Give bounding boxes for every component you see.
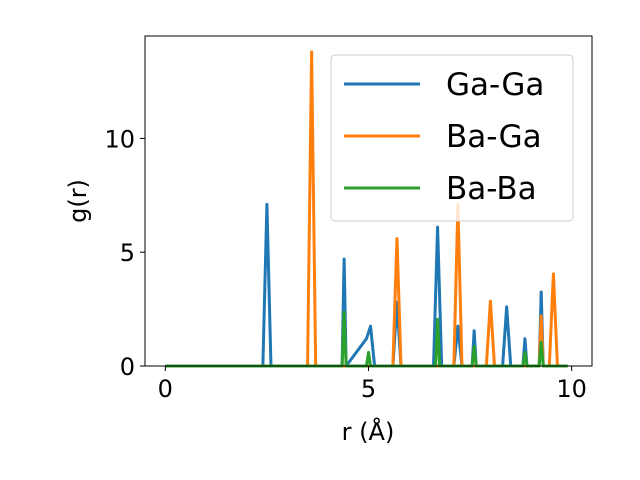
y-tick-label: 5 (120, 239, 135, 267)
legend-label: Ba-Ba (446, 171, 537, 207)
series-line-ga-ga (165, 202, 568, 368)
y-tick-label: 0 (120, 353, 135, 381)
x-tick-label: 0 (158, 375, 173, 403)
legend-box (330, 54, 574, 222)
y-tick-label: 10 (104, 125, 135, 153)
legend-label: Ga-Ga (446, 67, 544, 103)
legend: Ga-Ga Ba-Ga Ba-Ba (330, 54, 574, 222)
y-axis-label: g(r) (64, 179, 92, 223)
x-axis-label: r (Å) (342, 417, 395, 446)
x-axis: 0 5 10 (158, 366, 587, 403)
y-axis: 0 5 10 (104, 125, 145, 381)
legend-label: Ba-Ga (446, 119, 542, 155)
x-tick-label: 10 (556, 375, 587, 403)
x-tick-label: 5 (361, 375, 376, 403)
